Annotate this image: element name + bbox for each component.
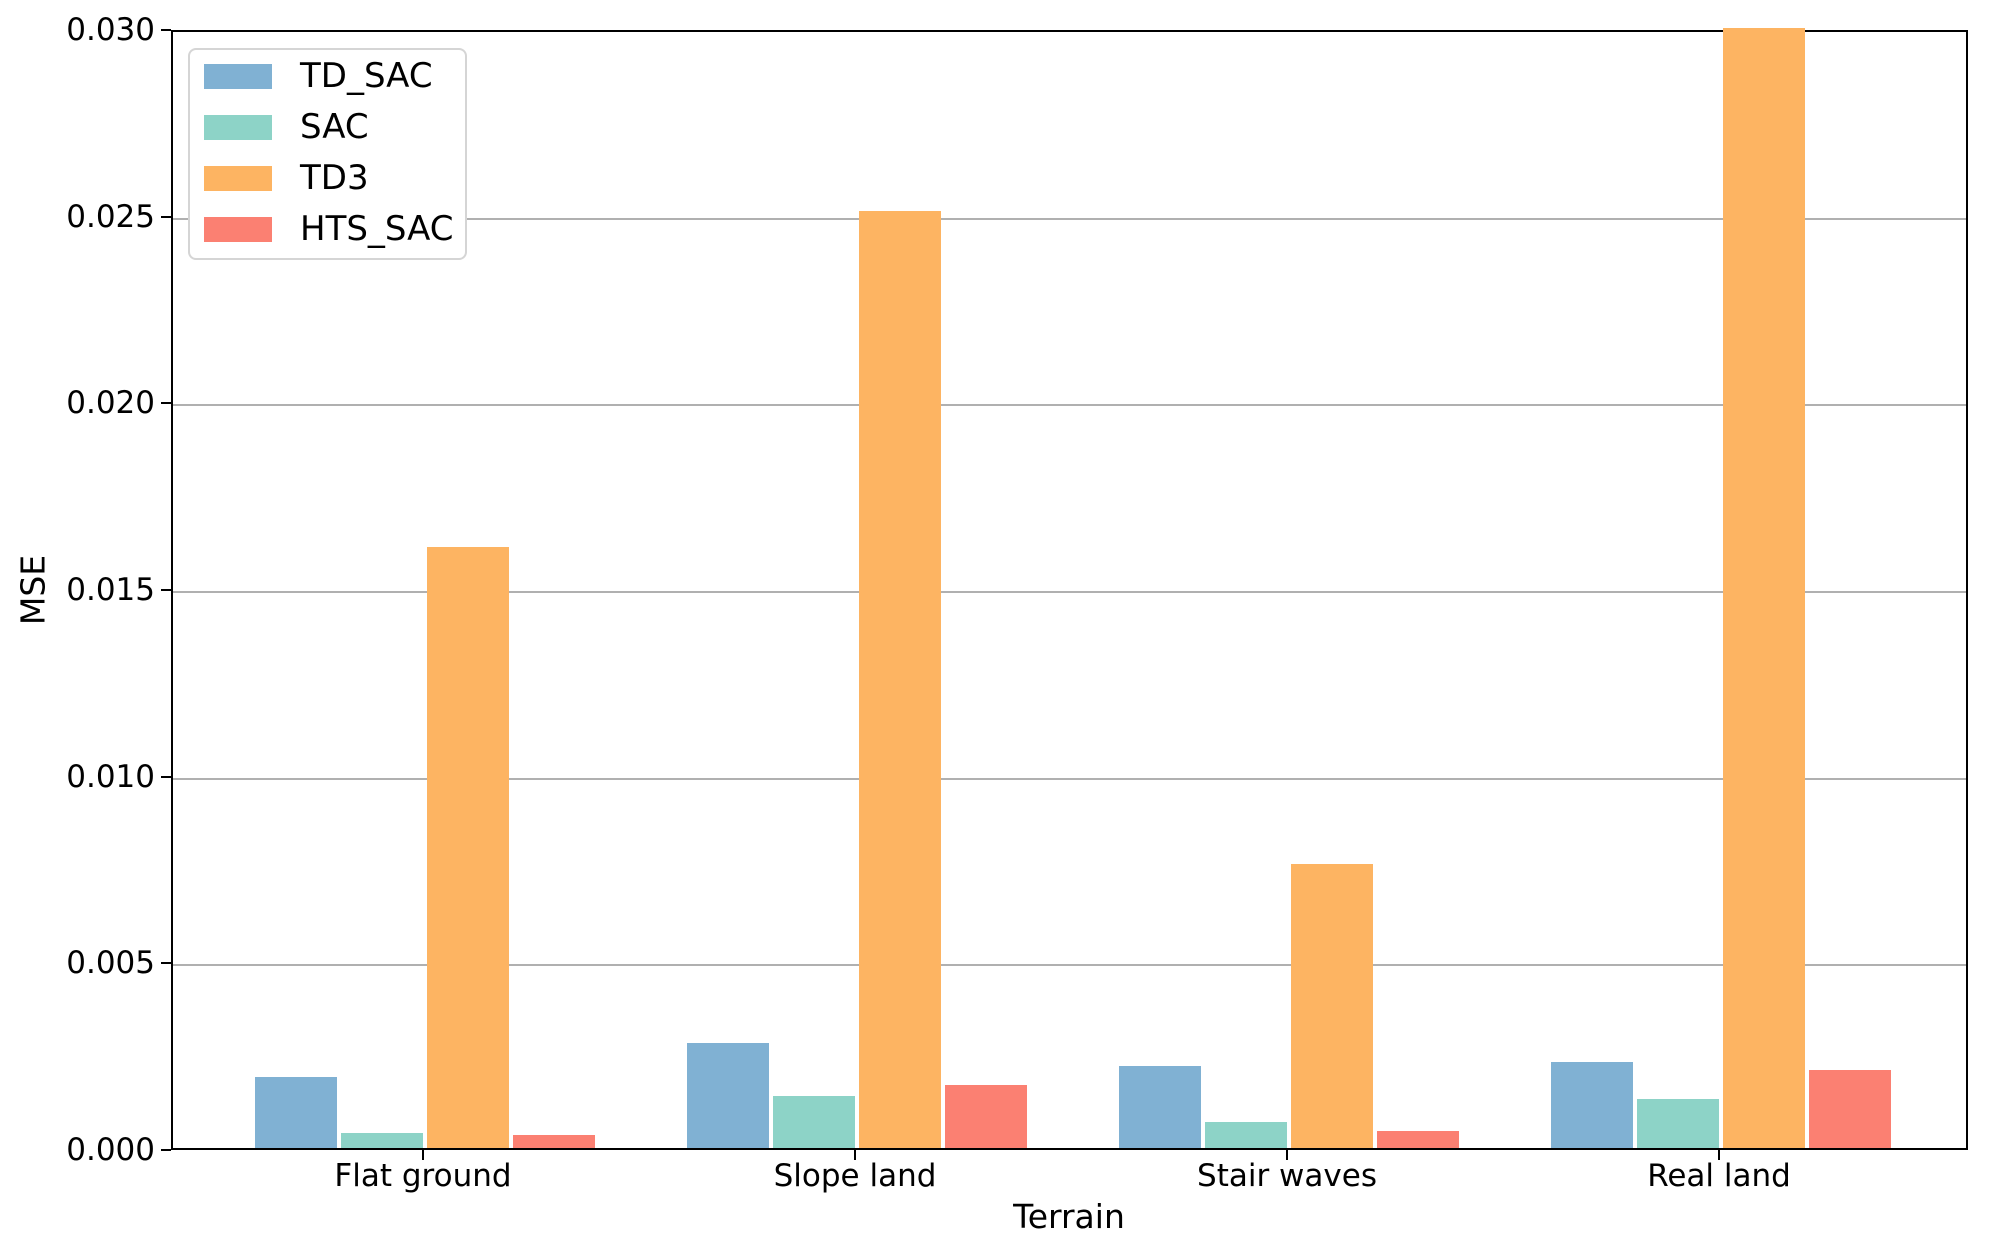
bar-HTS_SAC-real-land [1809,1069,1892,1148]
bar-SAC-real-land [1636,1099,1719,1148]
bar-TD3-slope-land [859,210,942,1148]
y-tick-mark [161,402,171,405]
legend-label-HTS_SAC: HTS_SAC [300,209,454,249]
y-tick-mark [161,1149,171,1151]
bar-TD_SAC-stair-waves [1118,1065,1201,1148]
y-tick-mark [161,29,171,31]
bar-TD_SAC-flat-ground [254,1077,337,1148]
legend-row-TD_SAC: TD_SAC [190,56,465,96]
y-tick-label: 0.005 [66,945,155,982]
legend-row-HTS_SAC: HTS_SAC [190,209,465,249]
legend-swatch-SAC [204,115,272,140]
bar-TD3-stair-waves [1291,864,1374,1148]
gridline [173,217,1966,220]
x-tick-label: Flat ground [334,1158,512,1194]
legend-swatch-HTS_SAC [204,217,272,242]
y-tick-mark [161,962,171,965]
y-tick-label: 0.025 [66,198,155,235]
bar-TD3-real-land [1723,28,1806,1148]
y-tick-label: 0.010 [66,758,155,795]
x-tick-mark [1718,1150,1720,1160]
bar-SAC-slope-land [772,1095,855,1148]
x-axis-label: Terrain [1013,1197,1125,1236]
x-tick-label: Stair waves [1197,1158,1377,1194]
legend-row-SAC: SAC [190,107,465,147]
x-tick-label: Real land [1647,1158,1791,1194]
legend-label-TD_SAC: TD_SAC [300,56,433,96]
y-axis-label: MSE [13,554,53,626]
x-tick-mark [1286,1150,1288,1160]
bar-TD_SAC-slope-land [686,1043,769,1148]
gridline [173,591,1966,593]
bar-HTS_SAC-flat-ground [513,1134,596,1148]
bar-TD3-flat-ground [427,546,510,1148]
y-tick-label: 0.030 [66,12,155,48]
bar-HTS_SAC-slope-land [945,1084,1028,1148]
legend: TD_SAC SAC TD3 HTS_SAC [188,48,467,260]
gridline [173,777,1966,780]
y-tick-label: 0.020 [66,385,155,422]
plot-area [171,28,1968,1150]
gridline [173,964,1966,967]
y-tick-mark [161,215,171,218]
legend-swatch-TD3 [204,166,272,191]
x-tick-mark [422,1150,424,1160]
y-tick-label: 0.015 [66,572,155,608]
bar-HTS_SAC-stair-waves [1377,1131,1460,1148]
legend-row-TD3: TD3 [190,158,465,198]
bar-TD_SAC-real-land [1550,1062,1633,1148]
y-tick-mark [161,589,171,591]
bar-SAC-flat-ground [340,1133,423,1148]
bar-SAC-stair-waves [1204,1121,1287,1148]
y-tick-label: 0.000 [66,1132,155,1168]
x-tick-mark [854,1150,856,1160]
legend-swatch-TD_SAC [204,64,272,89]
y-tick-mark [161,775,171,778]
legend-label-TD3: TD3 [300,158,369,198]
gridline [173,404,1966,407]
x-tick-label: Slope land [773,1158,937,1194]
legend-label-SAC: SAC [300,107,369,147]
